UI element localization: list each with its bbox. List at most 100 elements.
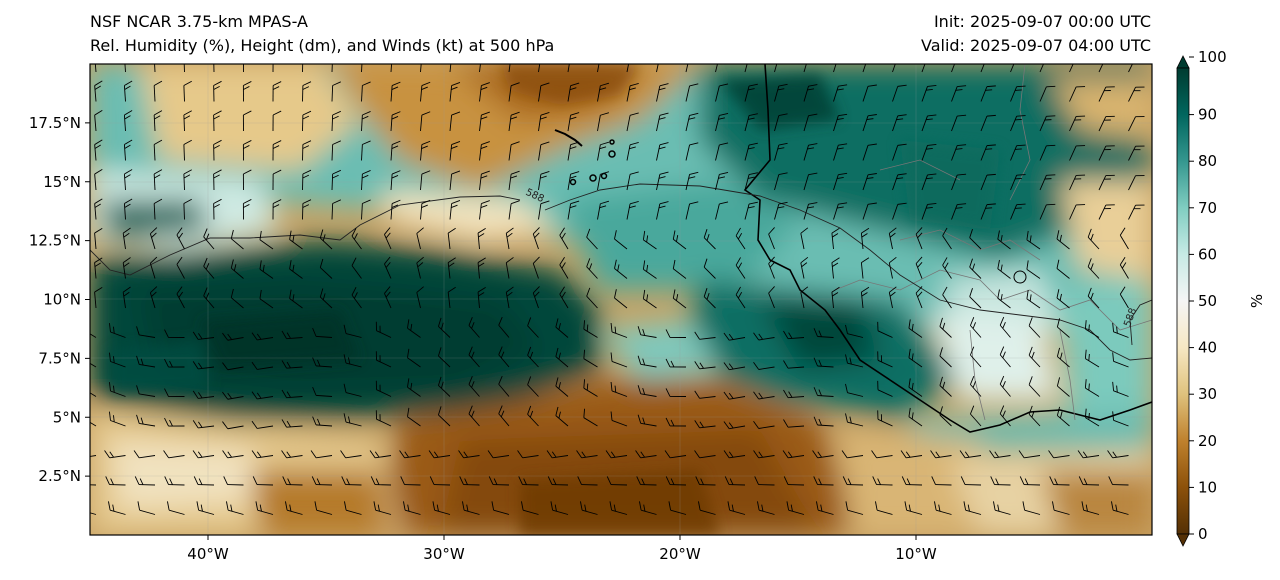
wind-barb <box>1087 287 1100 309</box>
wind-barb <box>251 361 274 370</box>
wind-barb <box>149 286 158 309</box>
wind-barb <box>390 199 401 220</box>
wind-barb <box>783 389 805 399</box>
lat-tick-label: 2.5°N <box>38 467 81 485</box>
wind-barb <box>505 227 514 250</box>
wind-barb <box>605 450 628 459</box>
colorbar-tick-label: 80 <box>1198 152 1217 170</box>
wind-barb <box>812 450 834 459</box>
wind-barb <box>756 501 775 515</box>
wind-barb <box>203 228 215 250</box>
wind-barb <box>351 286 362 309</box>
wind-barb <box>407 319 421 338</box>
wind-barb <box>1112 381 1129 397</box>
wind-barb <box>1087 228 1100 250</box>
wind-barb <box>813 387 834 397</box>
wind-barb <box>908 348 923 368</box>
wind-barb <box>860 227 870 250</box>
wind-barb <box>109 382 126 397</box>
wind-barb <box>370 476 392 486</box>
wind-barb <box>753 391 775 400</box>
wind-barb <box>860 257 870 279</box>
wind-barb <box>192 450 215 459</box>
wind-barb <box>1010 203 1026 220</box>
wind-barb <box>1010 115 1026 132</box>
wind-barb <box>281 330 303 340</box>
wind-barb <box>90 509 97 515</box>
wind-barb <box>252 476 274 486</box>
wind-barb <box>1084 320 1100 338</box>
wind-barb <box>969 258 982 279</box>
wind-barb <box>222 450 244 459</box>
colorbar-tick-label: 20 <box>1198 432 1217 450</box>
wind-barb <box>505 286 514 309</box>
wind-barb <box>123 198 133 220</box>
wind-barb <box>420 111 431 132</box>
wind-barb <box>833 84 848 102</box>
wind-barb <box>842 476 864 486</box>
wind-barb <box>390 140 401 161</box>
wind-barb <box>400 476 421 486</box>
wind-barb <box>242 199 252 220</box>
wind-barb <box>310 450 333 459</box>
wind-barb <box>768 256 775 279</box>
wind-barb <box>559 286 569 309</box>
wind-barb <box>685 112 699 132</box>
wind-barb <box>94 169 103 191</box>
wind-barb <box>586 287 598 309</box>
wind-barb <box>610 322 628 338</box>
wind-barb <box>319 229 333 250</box>
wind-barb <box>872 476 893 486</box>
wind-barb <box>272 140 282 161</box>
wind-barb <box>361 170 371 191</box>
wind-barb <box>970 346 982 368</box>
wind-barb <box>1119 286 1129 309</box>
wind-barb <box>860 286 870 309</box>
wind-barb <box>90 358 97 368</box>
wind-barb <box>176 227 185 250</box>
wind-barb <box>874 501 893 515</box>
wind-barb <box>213 110 222 132</box>
wind-barb <box>134 476 156 486</box>
wind-barb <box>479 141 490 161</box>
wind-barb <box>576 450 598 459</box>
wind-barb <box>1069 204 1086 220</box>
wind-barb <box>407 407 421 427</box>
wind-barb <box>980 114 996 132</box>
wind-barb <box>153 198 163 220</box>
wind-barb <box>284 501 303 515</box>
wind-barb <box>122 257 131 279</box>
wind-barb <box>272 199 282 220</box>
wind-barb <box>915 286 923 309</box>
wind-barb <box>1098 145 1115 161</box>
wind-barb <box>727 501 746 515</box>
wind-barb <box>862 173 877 191</box>
wind-barb <box>331 169 341 191</box>
wind-barb <box>723 421 746 430</box>
wind-barb <box>656 83 669 102</box>
wind-barb <box>610 411 628 427</box>
wind-barb <box>508 82 520 102</box>
wind-barb <box>1022 501 1041 515</box>
wind-barb <box>908 378 923 397</box>
wind-barb <box>123 110 133 132</box>
wind-barb <box>259 289 274 309</box>
wind-barb <box>1069 64 1077 73</box>
wind-barb <box>1112 411 1129 427</box>
wind-barb <box>137 501 156 515</box>
wind-barb <box>1128 116 1145 132</box>
wind-barb <box>744 83 758 102</box>
wind-barb <box>432 501 451 515</box>
wind-barb <box>744 142 758 161</box>
wind-barb <box>1112 352 1129 368</box>
wind-barb <box>597 200 610 220</box>
wind-barb <box>508 200 520 220</box>
wind-barb <box>783 476 805 486</box>
wind-barb <box>153 110 163 132</box>
wind-barb <box>703 258 716 279</box>
wind-barb <box>921 114 937 132</box>
wind-barb <box>668 501 687 515</box>
wind-barb <box>1056 377 1070 397</box>
wind-barb <box>1112 322 1129 338</box>
